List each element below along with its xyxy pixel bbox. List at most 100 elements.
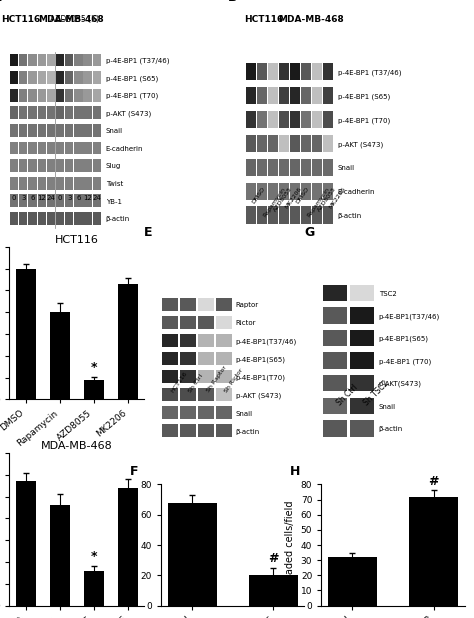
Text: Raptor: Raptor (236, 302, 259, 308)
Bar (290, 159, 300, 176)
Bar (323, 111, 333, 128)
Bar (56, 159, 64, 172)
Bar (65, 177, 73, 190)
Text: MK2206: MK2206 (284, 186, 302, 210)
Text: *: * (91, 550, 97, 564)
Bar (312, 111, 322, 128)
Bar (92, 177, 101, 190)
Bar (162, 425, 178, 438)
Bar (92, 54, 101, 66)
Text: p-AKT (S473): p-AKT (S473) (337, 141, 383, 148)
Text: DMSO: DMSO (251, 186, 266, 205)
Bar (74, 71, 82, 84)
Bar (350, 352, 374, 369)
Bar (279, 111, 289, 128)
Bar (350, 285, 374, 301)
Text: AZD8055 (h): AZD8055 (h) (50, 15, 99, 23)
Bar (118, 488, 138, 606)
Bar (118, 284, 138, 399)
Bar (180, 352, 196, 365)
Bar (65, 195, 73, 207)
Text: β-actin: β-actin (379, 426, 403, 433)
Bar (10, 71, 18, 84)
Bar (216, 334, 232, 347)
Bar (279, 206, 289, 224)
Bar (216, 388, 232, 401)
Bar (74, 142, 82, 154)
Bar (312, 159, 322, 176)
Text: DMSO: DMSO (295, 186, 310, 205)
Bar (162, 334, 178, 347)
Bar (47, 71, 55, 84)
Bar (10, 54, 18, 66)
Bar (162, 406, 178, 419)
Bar (268, 206, 278, 224)
Bar (279, 135, 289, 152)
Bar (28, 195, 36, 207)
Bar (83, 142, 91, 154)
Bar (180, 406, 196, 419)
Bar (323, 159, 333, 176)
Bar (28, 124, 36, 137)
Bar (19, 159, 27, 172)
Bar (301, 63, 311, 80)
Bar (198, 388, 214, 401)
Bar (301, 135, 311, 152)
Bar (56, 142, 64, 154)
Text: Rapamycin: Rapamycin (262, 186, 286, 218)
Bar (216, 425, 232, 438)
Text: Sh TSC2: Sh TSC2 (362, 378, 391, 407)
Bar (301, 87, 311, 104)
Bar (323, 330, 347, 346)
Bar (19, 89, 27, 101)
Text: HCT116: HCT116 (170, 370, 188, 393)
Bar (10, 159, 18, 172)
Bar (37, 159, 46, 172)
Bar (290, 182, 300, 200)
Text: G: G (304, 226, 314, 239)
Bar (10, 195, 18, 207)
Bar (323, 307, 347, 323)
Bar (19, 177, 27, 190)
Bar (19, 106, 27, 119)
Bar (74, 159, 82, 172)
Bar (50, 312, 70, 399)
Bar (74, 89, 82, 101)
Bar (56, 195, 64, 207)
Bar (246, 159, 256, 176)
Text: p-4E-BP1(T70): p-4E-BP1(T70) (236, 374, 286, 381)
Bar (162, 388, 178, 401)
Bar (84, 571, 104, 606)
Text: Snail: Snail (106, 128, 123, 134)
Bar (19, 212, 27, 225)
Bar (47, 106, 55, 119)
Bar (65, 124, 73, 137)
Title: MDA-MB-468: MDA-MB-468 (41, 441, 113, 451)
Bar (180, 370, 196, 383)
Bar (19, 71, 27, 84)
Bar (19, 54, 27, 66)
Bar (19, 195, 27, 207)
Bar (10, 89, 18, 101)
Bar (350, 420, 374, 436)
Text: MK2206: MK2206 (328, 186, 346, 210)
Bar (74, 195, 82, 207)
Title: HCT116: HCT116 (55, 235, 99, 245)
Bar (65, 142, 73, 154)
Bar (312, 63, 322, 80)
Bar (323, 397, 347, 414)
Text: B: B (228, 0, 238, 4)
Bar (246, 63, 256, 80)
Text: HCT116: HCT116 (1, 15, 40, 23)
Text: Snail: Snail (379, 404, 396, 410)
Bar (162, 316, 178, 329)
Bar (28, 177, 36, 190)
Text: 3: 3 (21, 195, 26, 201)
Text: MDA-MB-468: MDA-MB-468 (279, 15, 344, 23)
Text: Sh Raptor: Sh Raptor (206, 365, 228, 393)
Text: p-4E-BP1 (T37/46): p-4E-BP1 (T37/46) (337, 69, 401, 76)
Bar (168, 502, 217, 606)
Bar (65, 89, 73, 101)
Bar (246, 206, 256, 224)
Bar (37, 212, 46, 225)
